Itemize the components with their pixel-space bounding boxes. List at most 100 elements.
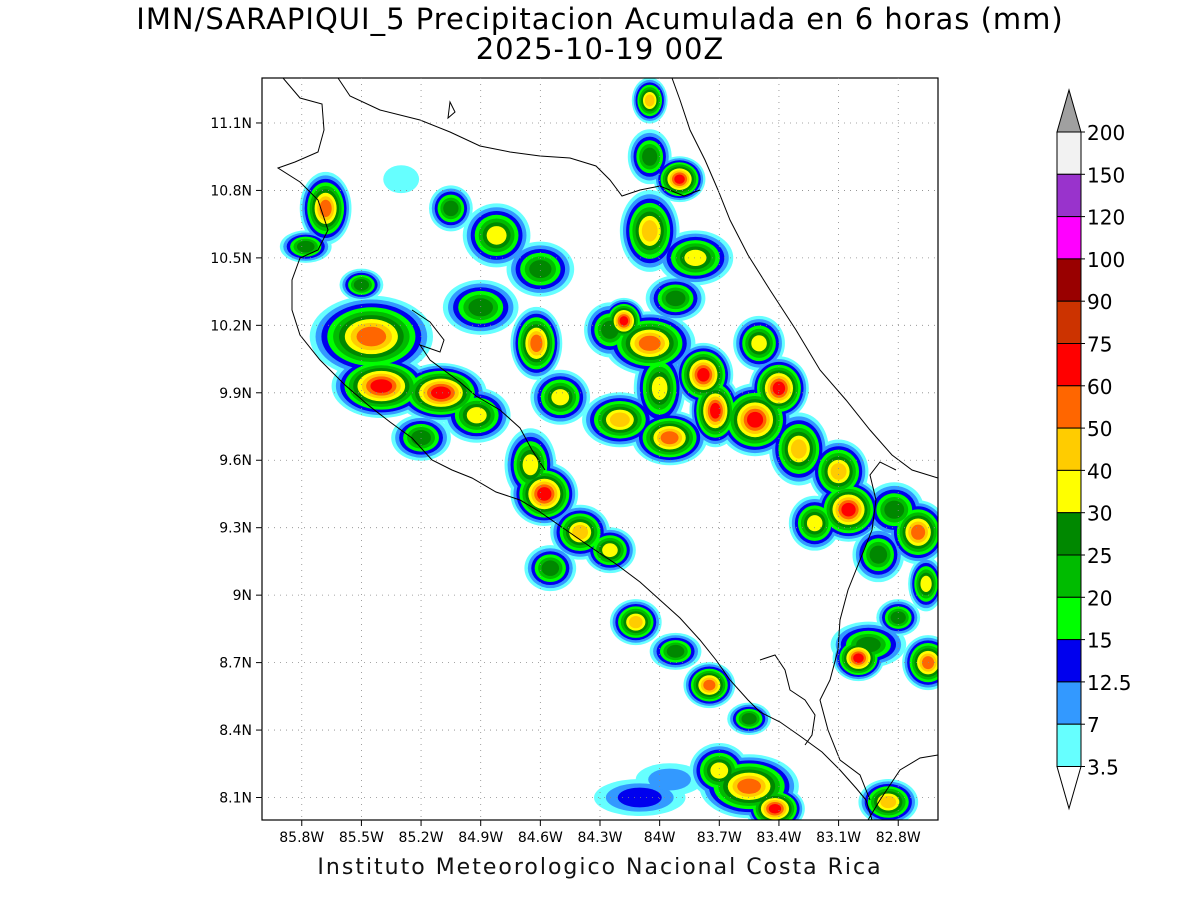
burica [867,754,938,820]
lat-tick-label: 8.4N [219,723,252,739]
precip-contour [869,545,888,564]
pacific-coastline [276,78,873,820]
legend-label: 7 [1087,713,1100,737]
precip-contour [602,543,618,558]
precip-contour [353,279,370,291]
precip-contour [772,381,786,396]
precip-contour [710,402,721,419]
lake-nicaragua-shore [447,100,456,120]
legend-label: 25 [1087,544,1112,568]
legend-swatch [1056,681,1082,725]
legend-label: 12.5 [1087,671,1132,695]
osa-peninsula [759,654,816,746]
precip-contour [530,334,543,353]
precip-contour [665,290,686,307]
precip-contour [468,298,493,317]
precip-contour [641,220,658,242]
legend-label: 75 [1087,333,1112,357]
precip-contour [768,804,782,814]
legend-swatch [1056,385,1082,429]
nicaragua-border [337,78,701,197]
legend-swatch [1056,131,1082,175]
legend-label: 50 [1087,417,1112,441]
caribbean-coastline [671,78,938,479]
legend-under-triangle [1056,766,1082,811]
lat-tick-label: 9N [233,588,252,604]
lon-tick-label: 85.2W [399,830,444,846]
lon-tick-label: 84W [644,830,676,846]
precip-contour [644,94,655,107]
lat-tick-label: 8.7N [219,656,252,672]
legend-swatch [1056,596,1082,641]
legend-label: 150 [1087,163,1125,187]
precip-contour [486,226,507,245]
precip-contour [920,575,932,593]
legend-label: 30 [1087,502,1112,526]
lat-tick-label: 10.2N [210,318,252,334]
legend-swatch [1056,300,1082,345]
lon-tick-label: 84.9W [458,830,503,846]
legend-over-triangle [1056,88,1082,133]
precip-contour [617,787,662,808]
lon-tick-label: 82.8W [876,830,921,846]
axis-labels: 11.1N 10.8N 10.5N 10.2N 9.9N 9.6N 9.3N 9N 8.7N 8.… [210,116,921,846]
precip-contour [684,249,707,266]
precip-contour [830,463,847,480]
legend-swatch [1056,723,1082,768]
lat-tick-label: 11.1N [210,116,252,132]
precip-contour [911,524,926,540]
precip-contour [551,389,570,406]
legend-label: 20 [1087,586,1112,610]
legend-swatch [1056,216,1082,260]
lon-tick-label: 85.8W [279,830,324,846]
precip-contour [841,502,856,517]
precip-contour [853,653,864,663]
legend-swatch [1056,512,1082,556]
precip-contour [884,500,905,519]
precip-contour [806,515,823,532]
legend-swatch [1056,639,1082,683]
precip-contour [466,407,487,424]
precip-contour [537,487,552,501]
legend-swatch [1056,469,1082,514]
lat-tick-label: 9.6N [219,453,252,469]
lon-tick-label: 83.1W [816,830,861,846]
precip-contour [747,411,764,428]
precip-contour [648,768,691,791]
precipitation-field [279,78,938,820]
precip-contour [660,431,679,445]
legend-label: 15 [1087,629,1112,653]
lat-tick-label: 8.1N [219,791,252,807]
precip-contour [383,165,420,194]
precip-contour [443,200,459,217]
precip-contour [619,316,629,326]
map-subtitle-date: 2025-10-19 00Z [475,32,725,66]
map-title: IMN/SARAPIQUI_5 Precipitacion Acumulada … [136,2,1064,36]
precip-contour [642,147,658,166]
precip-contour [572,524,589,540]
precip-contour [737,778,762,794]
precip-contour [790,439,807,459]
legend-swatch [1056,258,1082,302]
precip-contour [741,713,757,725]
precip-contour [529,260,552,279]
legend-label: 100 [1087,248,1125,272]
lon-tick-label: 85.5W [339,830,384,846]
precip-contour [522,454,539,476]
legend-label: 120 [1087,206,1125,230]
precip-contour [638,335,661,351]
precip-contour [674,174,685,184]
precip-contour [628,616,643,629]
precip-contour [356,326,387,347]
legend-swatch [1056,173,1082,218]
precip-contour [430,386,451,400]
precip-contour [411,430,432,446]
precip-contour [666,644,685,658]
legend-swatch [1056,554,1082,598]
legend-label: 90 [1087,290,1112,314]
lon-tick-label: 83.7W [697,830,742,846]
lon-tick-label: 84.3W [577,830,622,846]
legend-label: 60 [1087,375,1112,399]
graticule [262,78,938,820]
